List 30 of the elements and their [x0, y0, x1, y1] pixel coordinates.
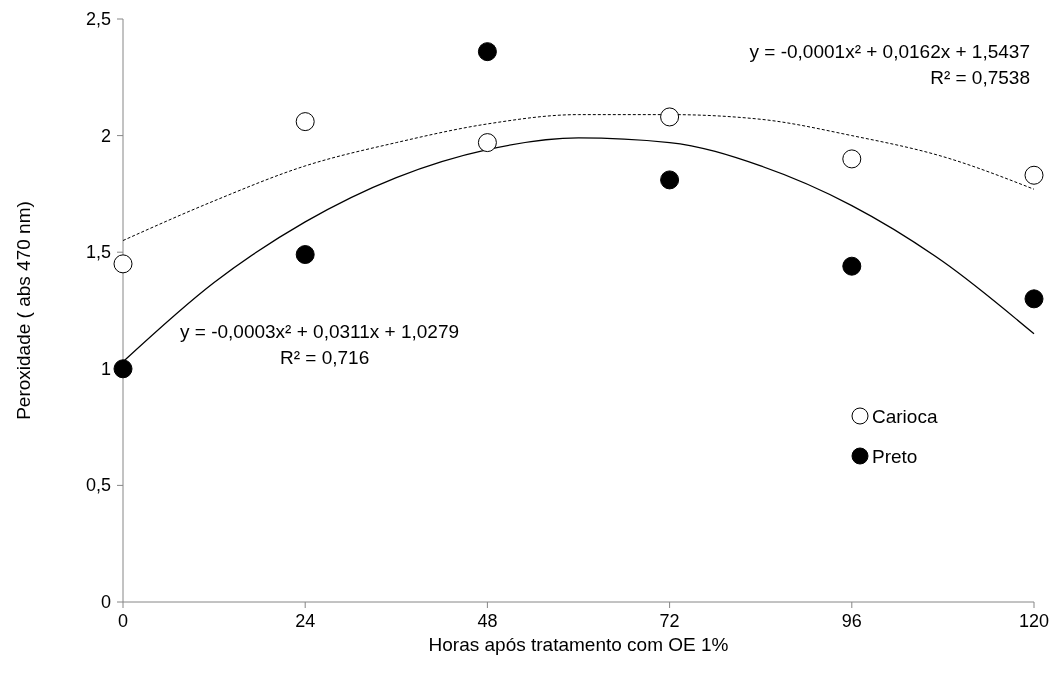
y-tick-label: 2,5: [85, 9, 111, 29]
point: [113, 254, 133, 274]
point: [842, 256, 862, 276]
y-tick-label: 1,5: [85, 242, 111, 263]
y-axis-title: Peroxidade ( abs 470 nm): [13, 201, 34, 420]
legend-label: Preto: [872, 446, 918, 467]
point: [477, 42, 497, 62]
point: [113, 359, 133, 379]
legend-label: Carioca: [872, 406, 938, 427]
y-tick-label: 2: [100, 125, 111, 146]
annotation: y = -0,0001x² + 0,0162x + 1,5437 R² = 0,7538: [749, 41, 1030, 88]
point: [842, 149, 862, 169]
point: [660, 170, 680, 190]
x-tick-label: 120: [1018, 611, 1050, 631]
point: [295, 245, 315, 265]
point: [295, 112, 315, 132]
y-tick-label: 1: [100, 358, 111, 379]
x-tick-label: 96: [841, 611, 862, 631]
point: [1024, 165, 1044, 185]
x-tick-label: 24: [295, 611, 316, 631]
x-tick-label: 0: [117, 611, 129, 631]
point: [1024, 289, 1044, 309]
x-axis-title: Horas após tratamento com OE 1%: [428, 634, 729, 655]
x-tick-label: 48: [477, 611, 498, 631]
y-tick-label: 0,5: [85, 475, 111, 496]
point: [477, 133, 497, 153]
point: [660, 107, 680, 127]
annotation: y = -0,0003x² + 0,0311x + 1,0279 R² = 0,716: [180, 321, 460, 368]
y-tick-label: 0: [100, 592, 111, 612]
x-tick-label: 72: [659, 611, 680, 631]
